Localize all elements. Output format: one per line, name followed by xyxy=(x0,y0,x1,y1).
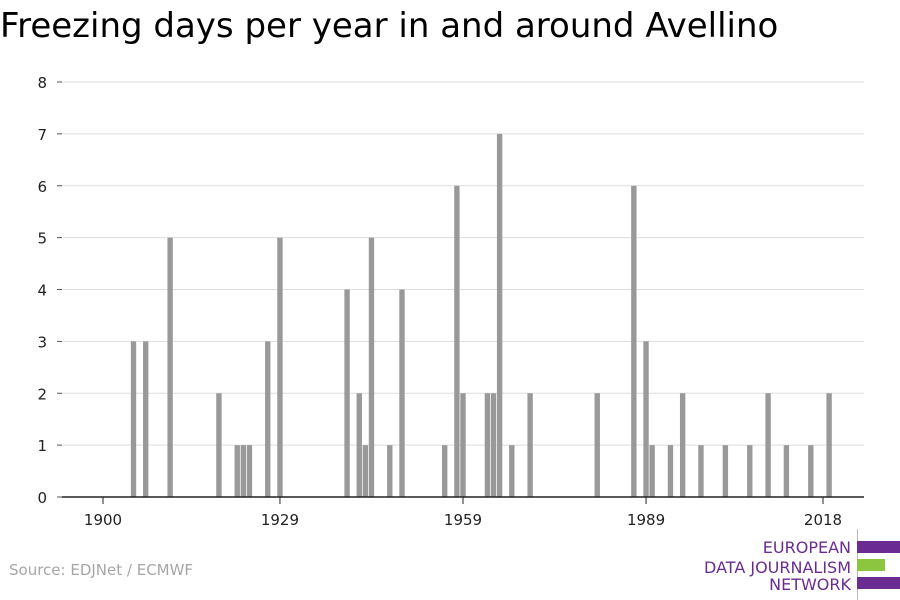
bar xyxy=(356,393,362,497)
x-tick-label: 2018 xyxy=(804,511,842,529)
logo-text-data-journalism: DATA JOURNALISM xyxy=(704,558,851,577)
bar xyxy=(130,341,137,497)
y-tick-label: 6 xyxy=(37,178,47,196)
y-tick-label: 8 xyxy=(37,74,47,92)
bar xyxy=(667,445,674,497)
source-note: Source: EDJNet / ECMWF xyxy=(9,561,194,579)
x-tick-label: 1989 xyxy=(627,511,665,529)
y-tick-label: 4 xyxy=(37,282,47,300)
bar xyxy=(765,393,771,497)
bar xyxy=(442,445,448,497)
bar xyxy=(509,445,515,497)
bar xyxy=(387,445,393,497)
axes: 0 1 2 3 4 5 6 7 8 1900 1929 1959 1989 2018 xyxy=(37,74,864,529)
bar xyxy=(496,133,503,497)
bar xyxy=(246,445,253,497)
logo-bar-purple-top xyxy=(857,541,900,553)
bar xyxy=(234,445,240,497)
y-tick-label: 7 xyxy=(37,126,47,144)
bar xyxy=(143,341,149,497)
y-tick-label: 0 xyxy=(37,489,47,507)
logo-text-network: NETWORK xyxy=(769,575,851,594)
bar xyxy=(649,445,655,497)
bar xyxy=(631,185,637,497)
bar xyxy=(698,445,704,497)
bar xyxy=(722,445,729,497)
bar xyxy=(216,393,222,497)
chart-title: Freezing days per year in and around Ave… xyxy=(0,6,779,46)
x-tick-label: 1929 xyxy=(261,511,299,529)
bar xyxy=(240,445,247,497)
bar xyxy=(460,393,466,497)
bar xyxy=(362,445,369,497)
bar xyxy=(484,393,491,497)
logo-bar-purple-bottom xyxy=(857,577,900,589)
logo-text-european: EUROPEAN xyxy=(762,538,851,557)
bar xyxy=(368,237,375,497)
bar xyxy=(679,393,686,497)
gridlines xyxy=(62,81,864,446)
bar xyxy=(454,185,460,497)
logo-bar-green xyxy=(857,559,885,571)
bar xyxy=(490,393,497,497)
x-tick-label: 1959 xyxy=(444,511,482,529)
bar xyxy=(277,237,283,497)
edjnet-logo: EUROPEAN DATA JOURNALISM NETWORK xyxy=(700,529,900,600)
bar xyxy=(167,237,173,497)
bar xyxy=(826,393,832,497)
y-tick-label: 1 xyxy=(37,437,47,455)
bar xyxy=(265,341,271,497)
bar xyxy=(783,445,790,497)
bars xyxy=(130,133,832,497)
bar xyxy=(747,445,753,497)
bar xyxy=(594,393,600,497)
bar xyxy=(344,289,350,497)
x-tick-label: 1900 xyxy=(84,511,122,529)
y-tick-label: 5 xyxy=(37,230,47,248)
y-tick-label: 3 xyxy=(37,333,47,351)
bar xyxy=(399,289,405,497)
bar xyxy=(527,393,533,497)
bar xyxy=(643,341,649,497)
bar xyxy=(808,445,814,497)
y-tick-label: 2 xyxy=(37,385,47,403)
